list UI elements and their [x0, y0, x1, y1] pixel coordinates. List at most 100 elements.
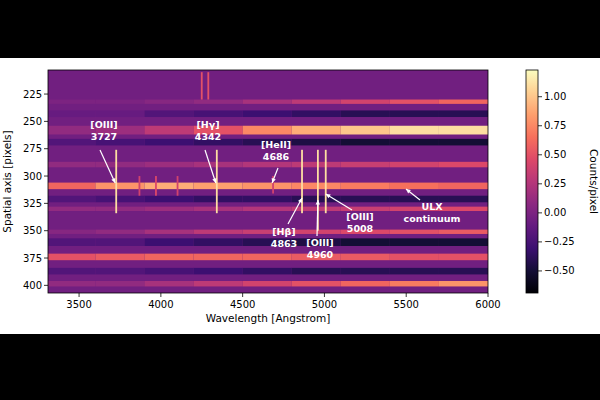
row-cell	[48, 162, 95, 167]
colorbar-tick-label: 0.75	[544, 120, 566, 131]
row-cell	[48, 183, 95, 190]
row-cell	[48, 100, 95, 104]
row-cell	[390, 126, 439, 135]
row-cell	[292, 207, 341, 211]
row-cell	[390, 162, 439, 167]
x-tick	[242, 293, 243, 297]
row-cell	[341, 139, 390, 146]
row-cell	[145, 183, 194, 190]
row-cell	[243, 162, 292, 167]
row-cell	[390, 110, 439, 117]
row-cell	[243, 196, 292, 203]
row-cell	[439, 238, 488, 246]
row-cell	[95, 183, 144, 190]
x-tick-label: 5500	[393, 299, 418, 310]
line-name: [HeII]	[261, 139, 291, 150]
row-cell	[145, 268, 194, 275]
y-tick-label: 300	[23, 171, 42, 182]
row-cell	[439, 207, 488, 211]
y-tick-label: 275	[23, 143, 42, 154]
row-cell	[194, 183, 243, 190]
row-cell	[243, 126, 292, 135]
row-cell	[145, 162, 194, 167]
colorbar-tick	[538, 270, 542, 271]
row-cell	[145, 100, 194, 104]
annotation-arrow	[326, 194, 352, 210]
background-cell	[48, 70, 488, 293]
colorbar-tick-label: 0.25	[544, 178, 566, 189]
row-cell	[48, 281, 95, 286]
row-cell	[48, 196, 95, 203]
y-tick-label: 350	[23, 225, 42, 236]
row-cell	[390, 281, 439, 286]
colorbar-title: Counts/pixel	[588, 149, 600, 214]
colorbar-tick-label: 0.50	[544, 149, 566, 160]
annotation-arrowhead	[326, 194, 331, 198]
row-cell	[439, 268, 488, 275]
x-tick-label: 4500	[230, 299, 255, 310]
row-cell	[194, 162, 243, 167]
row-cell	[95, 162, 144, 167]
annotation-arrow	[406, 189, 420, 200]
row-cell	[95, 230, 144, 234]
annotation-arrow	[272, 168, 278, 183]
row-cell	[292, 230, 341, 234]
x-tick	[79, 293, 80, 297]
y-tick	[44, 230, 48, 231]
row-cell	[194, 254, 243, 261]
row-cell	[439, 230, 488, 234]
row-cell	[48, 254, 95, 261]
emission-line	[177, 176, 179, 196]
row-cell	[48, 139, 95, 146]
figure-background	[0, 58, 600, 334]
row-cell	[95, 100, 144, 104]
y-tick-label: 400	[23, 280, 42, 291]
y-tick	[44, 258, 48, 259]
row-cell	[145, 139, 194, 146]
line-name: [OIII]	[346, 211, 373, 222]
colorbar	[526, 70, 538, 293]
colorbar-tick-label: −0.25	[544, 236, 575, 247]
row-cell	[439, 281, 488, 286]
y-tick-label: 375	[23, 253, 42, 264]
row-cell	[390, 254, 439, 261]
y-tick	[44, 203, 48, 204]
row-cell	[390, 100, 439, 104]
colorbar-tick-label: 1.00	[544, 91, 566, 102]
row-cell	[243, 268, 292, 275]
row-cell	[145, 196, 194, 203]
row-cell	[243, 100, 292, 104]
row-cell	[341, 268, 390, 275]
row-cell	[341, 281, 390, 286]
row-cell	[194, 238, 243, 246]
annotation-arrowhead	[111, 178, 115, 183]
x-tick-label: 5000	[312, 299, 337, 310]
row-cell	[341, 254, 390, 261]
emission-line	[155, 176, 157, 196]
y-tick	[44, 176, 48, 177]
row-cell	[243, 110, 292, 117]
row-cell	[341, 183, 390, 190]
row-cell	[439, 110, 488, 117]
row-cell	[95, 268, 144, 275]
line-wavelength: 4686	[263, 151, 290, 162]
y-tick-label: 250	[23, 116, 42, 127]
line-name: [Hβ]	[272, 226, 295, 237]
x-tick	[406, 293, 407, 297]
row-cell	[341, 126, 390, 135]
row-cell	[439, 126, 488, 135]
row-cell	[194, 281, 243, 286]
annotation-arrowhead	[298, 198, 302, 203]
row-cell	[145, 281, 194, 286]
emission-line	[207, 72, 209, 99]
row-cell	[145, 230, 194, 234]
row-cell	[341, 110, 390, 117]
row-cell	[439, 139, 488, 146]
line-name: [Hγ]	[196, 119, 219, 130]
plot-area	[48, 70, 488, 293]
row-cell	[292, 183, 341, 190]
row-cell	[439, 254, 488, 261]
x-tick-label: 3500	[66, 299, 91, 310]
colorbar-tick	[538, 125, 542, 126]
row-cell	[292, 126, 341, 135]
